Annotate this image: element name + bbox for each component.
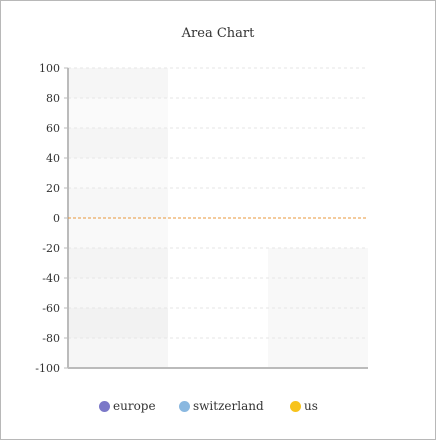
- y-tick-label: -100: [35, 362, 60, 375]
- legend-swatch-switzerland: [179, 400, 190, 412]
- chart-title: Area Chart: [181, 26, 255, 41]
- legend: europe switzerland us: [0, 399, 436, 417]
- y-tick-label: -80: [42, 332, 60, 345]
- legend-item-us[interactable]: us: [290, 399, 318, 413]
- y-tick-label: -20: [42, 242, 60, 255]
- legend-item-switzerland[interactable]: switzerland: [179, 399, 264, 413]
- y-tick-labels: 100 80 60 40 20 0 -20 -40 -60 -80 -100: [35, 62, 68, 375]
- plot-background: [68, 68, 368, 368]
- y-tick-label: -40: [42, 272, 60, 285]
- legend-label-us: us: [304, 399, 318, 413]
- legend-swatch-europe: [99, 400, 110, 412]
- plot-shade-6: [68, 248, 168, 278]
- y-tick-label: 20: [46, 182, 60, 195]
- legend-swatch-us: [290, 400, 301, 412]
- plot-shade-4: [68, 188, 168, 218]
- legend-label-europe: europe: [113, 399, 156, 413]
- legend-label-switzerland: switzerland: [193, 399, 264, 413]
- y-tick-label: 80: [46, 92, 60, 105]
- legend-item-europe[interactable]: europe: [99, 399, 156, 413]
- plot-shade-1: [68, 98, 168, 128]
- y-tick-label: 100: [39, 62, 60, 75]
- y-tick-label: 40: [46, 152, 60, 165]
- plot-shade-9: [68, 338, 168, 368]
- plot-shade-5: [68, 218, 168, 248]
- plot-shade-8: [68, 308, 168, 338]
- y-tick-label: 60: [46, 122, 60, 135]
- y-tick-label: 0: [53, 212, 60, 225]
- plot-shade-3: [68, 158, 168, 188]
- plot-shade-2: [68, 128, 168, 158]
- plot-shade-7: [68, 278, 168, 308]
- plot-shade-0: [68, 68, 168, 98]
- y-tick-label: -60: [42, 302, 60, 315]
